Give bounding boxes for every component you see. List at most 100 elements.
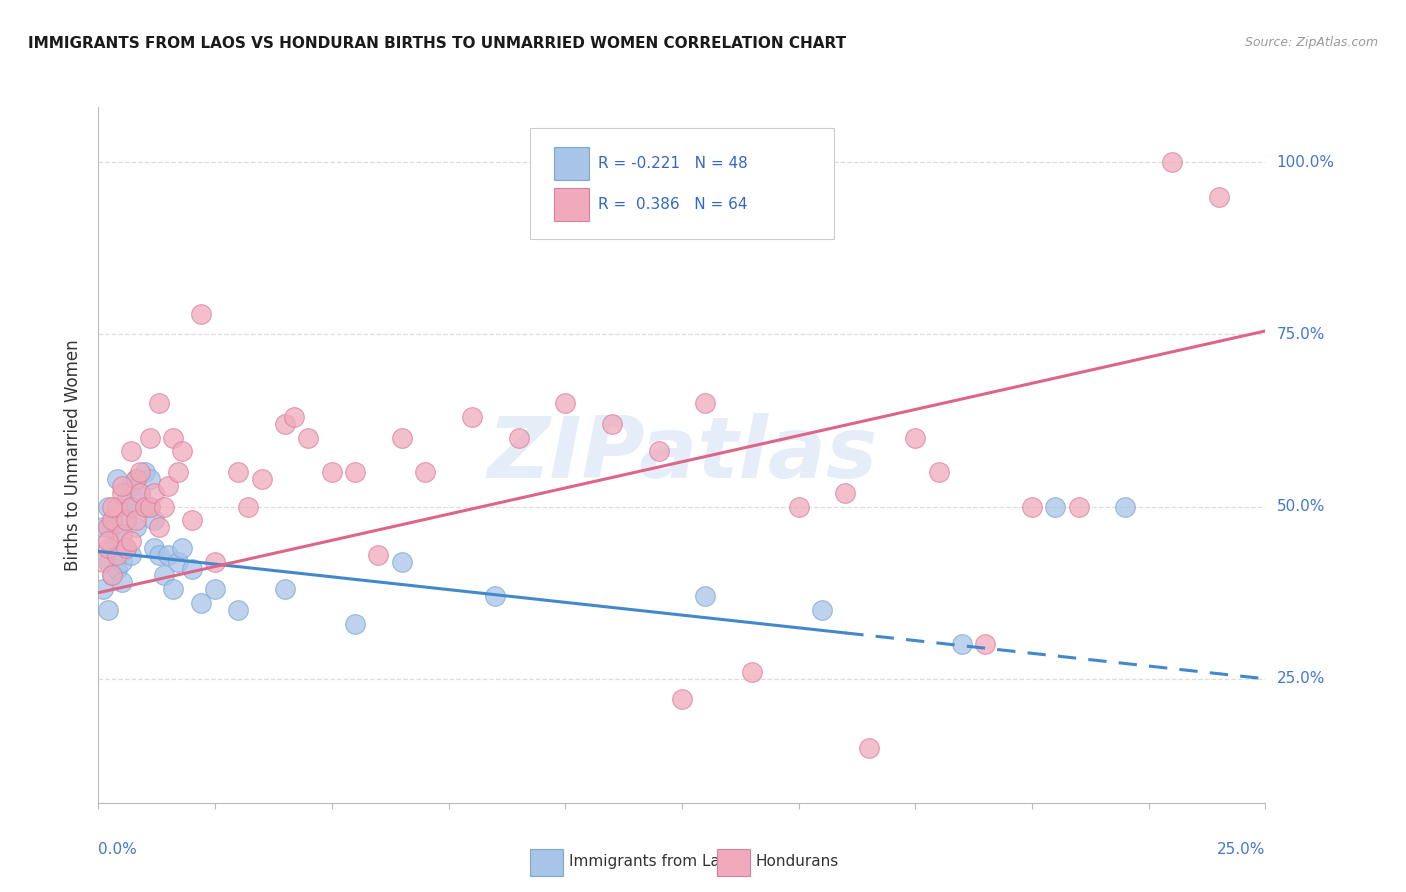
Point bbox=[274, 582, 297, 597]
Point bbox=[250, 472, 273, 486]
Point bbox=[129, 465, 152, 479]
Point bbox=[101, 541, 124, 555]
Point bbox=[148, 520, 170, 534]
Point bbox=[134, 500, 156, 514]
Point bbox=[134, 500, 156, 514]
FancyBboxPatch shape bbox=[530, 128, 834, 239]
Point bbox=[134, 465, 156, 479]
Point bbox=[139, 472, 162, 486]
Point bbox=[115, 492, 138, 507]
Point bbox=[1021, 500, 1043, 514]
Point bbox=[143, 485, 166, 500]
Point bbox=[367, 548, 389, 562]
Text: Source: ZipAtlas.com: Source: ZipAtlas.com bbox=[1244, 36, 1378, 49]
Point bbox=[115, 541, 138, 555]
Point bbox=[120, 500, 142, 514]
Point bbox=[858, 740, 880, 755]
Point bbox=[139, 500, 162, 514]
Point bbox=[321, 465, 343, 479]
Point bbox=[97, 541, 120, 555]
Point bbox=[111, 555, 134, 569]
Point bbox=[1045, 500, 1067, 514]
Point bbox=[152, 568, 174, 582]
Point bbox=[120, 548, 142, 562]
Point bbox=[125, 472, 148, 486]
Point bbox=[97, 500, 120, 514]
Point bbox=[97, 520, 120, 534]
Point bbox=[647, 444, 669, 458]
Bar bbox=[554, 146, 589, 180]
Text: R =  0.386   N = 64: R = 0.386 N = 64 bbox=[598, 197, 748, 212]
Point bbox=[600, 417, 623, 431]
Point bbox=[129, 485, 152, 500]
Point bbox=[143, 541, 166, 555]
Point bbox=[111, 527, 134, 541]
Point bbox=[120, 479, 142, 493]
Point bbox=[105, 527, 128, 541]
Point bbox=[105, 561, 128, 575]
Point bbox=[157, 479, 180, 493]
Point bbox=[236, 500, 259, 514]
Point bbox=[148, 548, 170, 562]
Point bbox=[904, 431, 927, 445]
Point bbox=[811, 603, 834, 617]
Point bbox=[554, 396, 576, 410]
Point bbox=[1208, 189, 1230, 203]
Text: 0.0%: 0.0% bbox=[98, 842, 138, 856]
Point bbox=[166, 465, 188, 479]
Point bbox=[125, 472, 148, 486]
Bar bbox=[554, 187, 589, 221]
Point bbox=[105, 548, 128, 562]
Point bbox=[91, 555, 114, 569]
Point bbox=[101, 513, 124, 527]
Point bbox=[120, 534, 142, 549]
Point bbox=[101, 500, 124, 514]
Point bbox=[274, 417, 297, 431]
Bar bbox=[530, 849, 562, 876]
Text: 50.0%: 50.0% bbox=[1277, 500, 1324, 514]
Point bbox=[125, 520, 148, 534]
Point bbox=[172, 444, 194, 458]
Text: 100.0%: 100.0% bbox=[1277, 154, 1334, 169]
Bar bbox=[717, 849, 749, 876]
Point bbox=[97, 534, 120, 549]
Point bbox=[695, 589, 717, 603]
Point bbox=[152, 500, 174, 514]
Point bbox=[166, 555, 188, 569]
Point bbox=[101, 568, 124, 582]
Text: Immigrants from Laos: Immigrants from Laos bbox=[568, 855, 737, 870]
Point bbox=[101, 520, 124, 534]
Point bbox=[950, 637, 973, 651]
Text: R = -0.221   N = 48: R = -0.221 N = 48 bbox=[598, 156, 748, 171]
Point bbox=[508, 431, 530, 445]
Point bbox=[111, 534, 134, 549]
Point bbox=[1161, 155, 1184, 169]
Point bbox=[671, 692, 693, 706]
Point bbox=[413, 465, 436, 479]
Point bbox=[297, 431, 319, 445]
Text: 75.0%: 75.0% bbox=[1277, 326, 1324, 342]
Point bbox=[391, 431, 413, 445]
Point bbox=[741, 665, 763, 679]
Point bbox=[344, 465, 367, 479]
Point bbox=[105, 500, 128, 514]
Point bbox=[120, 444, 142, 458]
Point bbox=[974, 637, 997, 651]
Point bbox=[143, 513, 166, 527]
Point bbox=[111, 485, 134, 500]
Point bbox=[834, 485, 856, 500]
Point bbox=[228, 465, 250, 479]
Point bbox=[695, 396, 717, 410]
Point bbox=[204, 582, 226, 597]
Point bbox=[139, 500, 162, 514]
Point bbox=[180, 561, 202, 575]
Point bbox=[111, 575, 134, 590]
Point bbox=[461, 410, 484, 425]
Point bbox=[1114, 500, 1136, 514]
Point bbox=[120, 500, 142, 514]
Point bbox=[190, 307, 212, 321]
Point bbox=[97, 555, 120, 569]
Point bbox=[190, 596, 212, 610]
Point bbox=[111, 479, 134, 493]
Point bbox=[484, 589, 506, 603]
